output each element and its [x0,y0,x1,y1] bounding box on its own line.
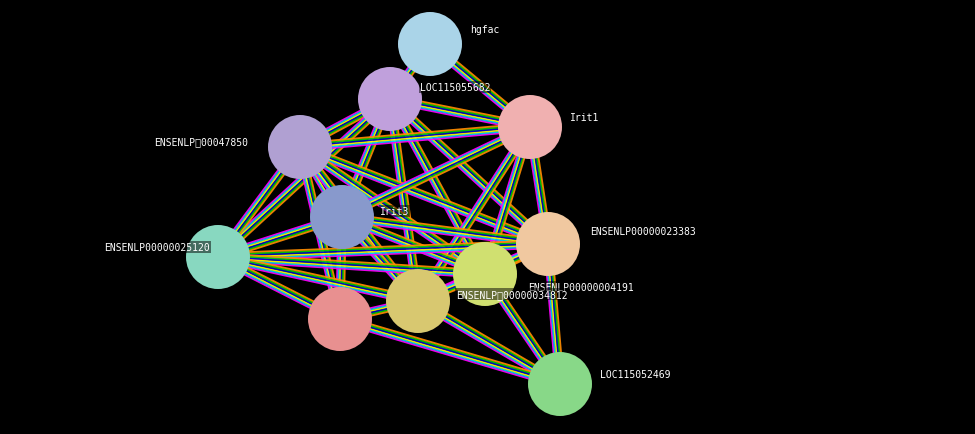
Circle shape [498,96,562,160]
Circle shape [308,287,372,351]
Text: LOC115055682: LOC115055682 [420,83,490,93]
Circle shape [516,213,580,276]
Circle shape [528,352,592,416]
Circle shape [268,116,332,180]
Circle shape [186,226,250,289]
Text: ENSENLP​00047850: ENSENLP​00047850 [154,137,248,147]
Text: Irit3: Irit3 [380,207,410,217]
Circle shape [310,186,374,250]
Circle shape [386,270,450,333]
Text: ENSENLP00000023383: ENSENLP00000023383 [590,227,696,237]
Text: ENSENLP​00000034812: ENSENLP​00000034812 [456,289,567,299]
Text: hgfac: hgfac [470,25,499,35]
Text: ENSENLP00000004191: ENSENLP00000004191 [528,283,634,293]
Text: Irit1: Irit1 [570,113,600,123]
Text: ENSENLP00000025120: ENSENLP00000025120 [104,243,210,253]
Circle shape [358,68,422,132]
Text: LOC115052469: LOC115052469 [600,369,671,379]
Circle shape [453,243,517,306]
Circle shape [398,13,462,77]
